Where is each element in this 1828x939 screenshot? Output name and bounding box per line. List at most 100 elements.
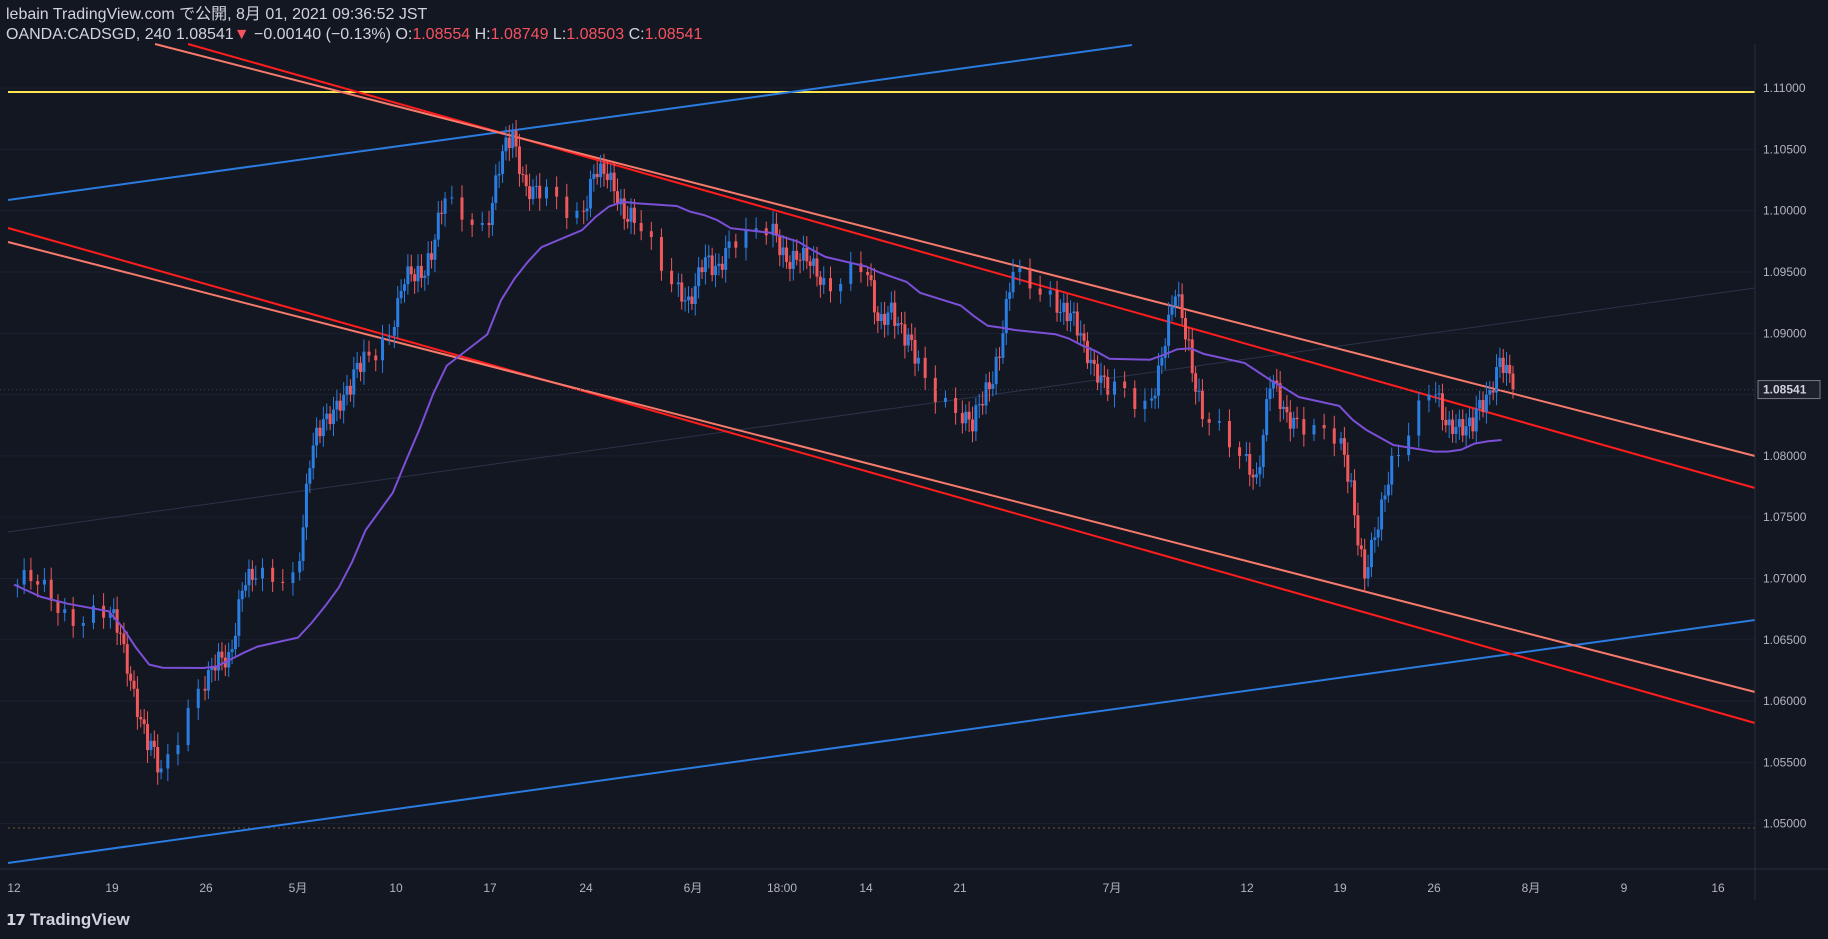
candle-body bbox=[903, 324, 907, 346]
candle-body bbox=[883, 313, 887, 325]
candle-body bbox=[886, 312, 890, 325]
close-value: 1.08541 bbox=[644, 26, 703, 43]
last-price: 1.08541 bbox=[175, 26, 234, 43]
candle-body bbox=[1038, 288, 1042, 295]
candle-body bbox=[1156, 365, 1160, 396]
candle-body bbox=[1437, 393, 1441, 395]
candle-body bbox=[612, 172, 616, 192]
candle-body bbox=[798, 259, 802, 261]
candle-body bbox=[889, 302, 893, 313]
candle-body bbox=[387, 335, 391, 338]
x-tick-label: 12 bbox=[7, 881, 21, 895]
candle-body bbox=[345, 385, 349, 395]
candle-body bbox=[166, 754, 170, 769]
ma-line bbox=[13, 200, 1502, 670]
candle-body bbox=[1491, 390, 1495, 393]
trendline-drawings[interactable] bbox=[7, 43, 1756, 864]
candle-body bbox=[822, 278, 826, 285]
candle-body bbox=[1004, 298, 1008, 334]
candle-body bbox=[156, 746, 160, 773]
candle-body bbox=[849, 263, 853, 284]
candle-body bbox=[639, 222, 643, 232]
candle-body bbox=[754, 228, 758, 231]
candle-body bbox=[325, 413, 329, 420]
candle-body bbox=[1390, 455, 1394, 485]
candle-body bbox=[213, 667, 217, 671]
axes: 1.11000 1.10500 1.10000 1.09500 1.09000 1.085… bbox=[0, 44, 1828, 900]
y-tick-label: 1.08000 bbox=[1763, 449, 1807, 463]
candle-body bbox=[1180, 294, 1184, 319]
candle-body bbox=[220, 651, 224, 658]
candle-body bbox=[693, 286, 697, 305]
candle-body bbox=[501, 151, 505, 174]
candle-body bbox=[1511, 373, 1515, 390]
candle-body bbox=[1048, 290, 1052, 295]
candle-body bbox=[480, 222, 484, 225]
candle-body bbox=[1150, 398, 1154, 401]
symbol-label[interactable]: OANDA:CADSGD, 240 bbox=[6, 26, 172, 43]
candle-body bbox=[923, 357, 927, 378]
candle-body bbox=[342, 394, 346, 411]
candle-body bbox=[1170, 306, 1174, 315]
publish-info: lebain TradingView.com で公開, 8月 01, 2021 … bbox=[6, 6, 428, 23]
candle-body bbox=[1062, 302, 1066, 313]
high-label: H: bbox=[474, 26, 491, 43]
candle-body bbox=[588, 178, 592, 209]
candlestick-series bbox=[15, 119, 1515, 785]
candle-body bbox=[36, 581, 40, 585]
candle-body bbox=[1386, 484, 1390, 496]
x-tick-label: 16 bbox=[1711, 881, 1725, 895]
candle-body bbox=[1312, 424, 1316, 435]
candle-body bbox=[575, 210, 579, 218]
candle-body bbox=[876, 312, 880, 322]
x-tick-label: 7月 bbox=[1103, 881, 1122, 895]
candle-body bbox=[829, 278, 832, 292]
candle-body bbox=[659, 237, 663, 271]
candle-body bbox=[683, 300, 687, 302]
candle-body bbox=[1478, 400, 1482, 409]
candle-body bbox=[81, 622, 85, 626]
candle-body bbox=[879, 313, 883, 322]
candle-body bbox=[413, 274, 417, 282]
candle-body bbox=[355, 362, 359, 370]
candle-body bbox=[1484, 394, 1488, 412]
candle-body bbox=[1200, 390, 1204, 420]
candle-body bbox=[1113, 381, 1116, 395]
candle-body bbox=[1322, 424, 1326, 429]
candle-body bbox=[1055, 290, 1059, 313]
candle-body bbox=[896, 323, 900, 326]
candle-body bbox=[1417, 400, 1421, 436]
candle-body bbox=[1217, 421, 1221, 423]
x-tick-label: 8月 bbox=[1522, 881, 1541, 895]
candle-body bbox=[967, 411, 971, 420]
candle-body bbox=[206, 669, 210, 691]
candle-body bbox=[1451, 419, 1455, 434]
candle-body bbox=[63, 609, 67, 614]
candle-body bbox=[517, 146, 521, 174]
candle-body bbox=[1356, 515, 1360, 546]
candle-body bbox=[1373, 537, 1377, 540]
candle-body bbox=[490, 202, 494, 226]
candle-body bbox=[1454, 426, 1458, 434]
open-value: 1.08554 bbox=[412, 26, 471, 43]
y-tick-label: 1.06000 bbox=[1763, 694, 1807, 708]
candle-body bbox=[440, 212, 444, 214]
high-value: 1.08749 bbox=[490, 26, 549, 43]
candle-body bbox=[176, 745, 180, 755]
y-tick-label: 1.11000 bbox=[1763, 81, 1806, 95]
candle-body bbox=[1369, 539, 1373, 568]
candle-body bbox=[416, 265, 420, 282]
candle-body bbox=[159, 768, 163, 773]
grid bbox=[0, 87, 1755, 825]
candle-body bbox=[22, 570, 26, 585]
candle-body bbox=[1380, 499, 1384, 530]
candle-body bbox=[1058, 312, 1062, 314]
candle-body bbox=[392, 326, 396, 336]
candle-body bbox=[866, 272, 870, 276]
tradingview-logo[interactable]: 𝟭𝟳 TradingView bbox=[6, 910, 130, 930]
candle-body bbox=[632, 207, 636, 223]
candle-body bbox=[839, 283, 843, 292]
candle-body bbox=[1075, 311, 1079, 336]
candle-body bbox=[1461, 419, 1465, 436]
